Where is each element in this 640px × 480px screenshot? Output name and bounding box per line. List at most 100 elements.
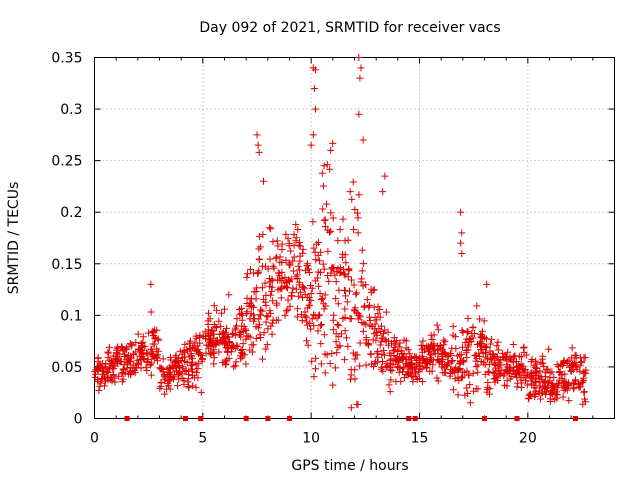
data-point <box>429 345 437 353</box>
data-point <box>550 382 558 390</box>
data-point <box>188 372 196 380</box>
data-point <box>411 368 419 376</box>
data-point <box>118 344 126 352</box>
data-point <box>149 327 157 335</box>
data-point <box>386 388 394 396</box>
data-point <box>194 374 202 382</box>
data-point <box>362 281 370 289</box>
data-point <box>316 257 324 265</box>
data-point <box>223 344 231 352</box>
data-point <box>173 367 181 375</box>
y-tick-label: 0.35 <box>51 51 82 67</box>
peak-data-point <box>457 208 465 216</box>
data-point <box>448 358 456 366</box>
data-point <box>332 330 340 338</box>
data-point <box>449 386 457 394</box>
data-point <box>146 361 154 369</box>
data-point <box>152 334 160 342</box>
data-point <box>95 386 103 394</box>
data-point <box>292 237 300 245</box>
data-point <box>440 341 448 349</box>
data-point <box>194 365 202 373</box>
data-point <box>461 391 469 399</box>
data-point <box>329 139 337 147</box>
data-point <box>166 376 174 384</box>
data-point <box>255 267 263 275</box>
data-point <box>258 284 266 292</box>
data-point <box>359 327 367 335</box>
data-point <box>329 214 337 222</box>
data-point <box>156 364 164 372</box>
data-point <box>118 378 126 386</box>
peak-data-point <box>356 74 364 82</box>
zero-marker <box>514 416 520 421</box>
data-point <box>396 364 404 372</box>
data-point <box>295 241 303 249</box>
data-point <box>397 377 405 385</box>
data-point <box>580 368 588 376</box>
data-point <box>276 276 284 284</box>
data-point <box>127 354 135 362</box>
data-point <box>394 357 402 365</box>
data-point <box>408 364 416 372</box>
data-point <box>267 291 275 299</box>
data-point <box>473 341 481 349</box>
data-point <box>496 356 504 364</box>
data-point <box>216 330 224 338</box>
data-point <box>142 363 150 371</box>
data-point <box>210 302 218 310</box>
data-point <box>346 314 354 322</box>
data-point <box>364 341 372 349</box>
data-point <box>320 300 328 308</box>
data-point <box>433 321 441 329</box>
data-point <box>296 266 304 274</box>
peak-data-point <box>255 148 263 156</box>
data-point <box>503 357 511 365</box>
data-point <box>377 328 385 336</box>
data-point <box>481 342 489 350</box>
data-point <box>358 319 366 327</box>
data-point <box>252 335 260 343</box>
data-point <box>314 238 322 246</box>
data-point <box>327 269 335 277</box>
data-point <box>351 366 359 374</box>
data-point <box>99 371 107 379</box>
data-point <box>215 317 223 325</box>
y-tick-label: 0.3 <box>60 102 82 118</box>
data-point <box>354 229 362 237</box>
data-point <box>118 370 126 378</box>
data-point <box>312 256 320 264</box>
data-point <box>553 388 561 396</box>
data-point <box>101 382 109 390</box>
data-point <box>486 385 494 393</box>
data-point <box>476 315 484 323</box>
data-point <box>264 325 272 333</box>
data-point <box>563 382 571 390</box>
data-point <box>506 367 514 375</box>
data-point <box>514 379 522 387</box>
data-point <box>373 316 381 324</box>
data-point <box>132 339 140 347</box>
data-point <box>166 369 174 377</box>
data-point <box>278 240 286 248</box>
data-point <box>541 379 549 387</box>
data-point <box>334 237 342 245</box>
data-point <box>523 381 531 389</box>
data-point <box>370 286 378 294</box>
data-point <box>297 288 305 296</box>
data-point <box>91 368 99 376</box>
data-point <box>456 351 464 359</box>
data-point <box>192 369 200 377</box>
data-point <box>492 367 500 375</box>
data-point <box>232 358 240 366</box>
data-point <box>557 361 565 369</box>
peak-data-point <box>355 110 363 118</box>
data-point <box>374 353 382 361</box>
data-point <box>147 345 155 353</box>
data-point <box>356 339 364 347</box>
data-point <box>282 230 290 238</box>
data-point <box>305 269 313 277</box>
data-point <box>341 251 349 259</box>
y-tick-label: 0.2 <box>60 205 82 221</box>
data-point <box>465 338 473 346</box>
